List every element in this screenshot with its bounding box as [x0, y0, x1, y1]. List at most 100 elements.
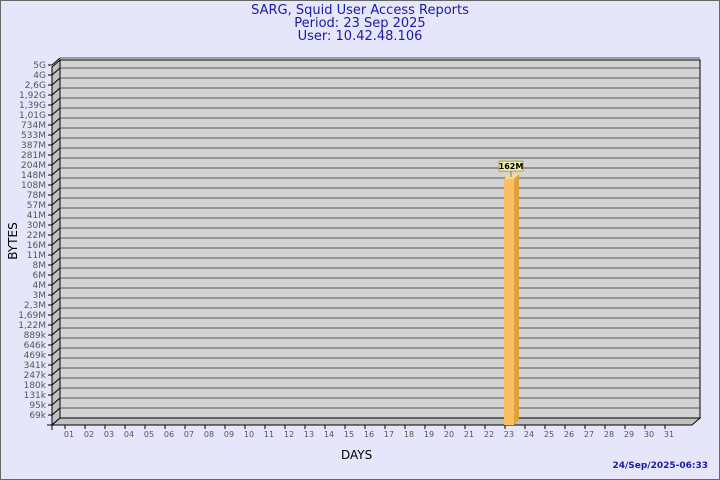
x-tick-label: 15	[344, 430, 354, 439]
y-tick-label: 1,01G	[19, 111, 46, 121]
chart-subtitle-user: User: 10.42.48.106	[297, 29, 423, 44]
y-tick-depth	[51, 177, 61, 186]
y-tick-label: 3M	[33, 291, 47, 301]
y-tick-depth	[51, 107, 61, 116]
y-tick-depth	[51, 77, 61, 86]
y-tick-depth	[51, 97, 61, 106]
y-tick-label: 5G	[33, 61, 46, 71]
x-tick-label: 12	[284, 430, 294, 439]
x-tick-label: 27	[584, 430, 594, 439]
chart-subtitle-period: Period: 23 Sep 2025	[294, 16, 426, 31]
y-tick-depth	[51, 387, 61, 396]
y-tick-depth	[51, 347, 61, 356]
data-label-box	[498, 160, 524, 172]
x-tick-label: 06	[164, 430, 174, 439]
y-tick-label: 57M	[27, 201, 46, 211]
y-tick-label: 6M	[33, 271, 47, 281]
y-tick-depth	[51, 67, 61, 76]
y-tick-depth	[51, 297, 61, 306]
y-tick-label: 131k	[24, 391, 47, 401]
x-tick-label: 04	[124, 430, 134, 439]
y-tick-label: 469k	[24, 351, 47, 361]
y-tick-label: 108M	[21, 181, 46, 191]
y-tick-label: 148M	[21, 171, 46, 181]
generated-timestamp: 24/Sep/2025-06:33	[612, 461, 708, 471]
y-tick-label: 1,22M	[18, 321, 46, 331]
x-tick-label: 17	[384, 430, 394, 439]
y-tick-label: 387M	[21, 141, 46, 151]
y-tick-depth	[51, 207, 61, 216]
y-tick-depth	[51, 117, 61, 126]
y-tick-depth	[51, 87, 61, 96]
y-tick-label: 16M	[27, 241, 46, 251]
y-tick-depth	[51, 267, 61, 276]
x-tick-label: 28	[604, 430, 614, 439]
y-tick-label: 2,6G	[25, 81, 46, 91]
x-tick-label: 05	[144, 430, 154, 439]
x-tick-label: 11	[264, 430, 274, 439]
y-axis-title: BYTES	[6, 222, 20, 260]
y-tick-depth	[51, 357, 61, 366]
x-tick-label: 24	[524, 430, 534, 439]
x-tick-label: 30	[644, 430, 654, 439]
y-tick-depth	[51, 247, 61, 256]
x-tick-label: 19	[424, 430, 434, 439]
y-tick-depth	[51, 167, 61, 176]
y-tick-depth	[51, 137, 61, 146]
y-tick-depth	[51, 327, 61, 336]
y-tick-depth	[51, 277, 61, 286]
y-tick-depth	[51, 377, 61, 386]
x-tick-label: 03	[104, 430, 114, 439]
plot-floor	[50, 417, 702, 426]
x-tick-label: 21	[464, 430, 474, 439]
y-tick-label: 247k	[24, 371, 47, 381]
y-tick-depth	[51, 257, 61, 266]
y-tick-depth	[51, 337, 61, 346]
bar-day-23	[504, 179, 514, 425]
y-tick-depth	[51, 57, 61, 66]
y-tick-label: 1,69M	[18, 311, 46, 321]
x-tick-label: 14	[324, 430, 334, 439]
y-tick-label: 30M	[27, 221, 46, 231]
x-tick-label: 07	[184, 430, 194, 439]
y-tick-label: 533M	[21, 131, 46, 141]
y-tick-label: 78M	[27, 191, 46, 201]
y-tick-depth	[51, 197, 61, 206]
x-tick-label: 18	[404, 430, 414, 439]
y-tick-label: 1,92G	[19, 91, 46, 101]
y-tick-label: 889k	[24, 331, 47, 341]
y-tick-label: 734M	[21, 121, 46, 131]
y-tick-depth	[51, 127, 61, 136]
x-axis-title: DAYS	[341, 448, 373, 462]
y-tick-label: 4M	[33, 281, 47, 291]
x-tick-label: 08	[204, 430, 214, 439]
y-tick-depth	[51, 147, 61, 156]
plot-left-wall	[51, 58, 61, 427]
y-tick-label: 8M	[33, 261, 47, 271]
y-tick-depth	[51, 307, 61, 316]
y-tick-label: 646k	[24, 341, 47, 351]
x-tick-label: 29	[624, 430, 634, 439]
y-tick-depth	[51, 317, 61, 326]
x-tick-label: 22	[484, 430, 494, 439]
y-tick-label: 22M	[27, 231, 46, 241]
x-tick-label: 26	[564, 430, 574, 439]
chart-title: SARG, Squid User Access Reports	[251, 3, 469, 18]
y-tick-label: 41M	[27, 211, 46, 221]
x-tick-label: 16	[364, 430, 374, 439]
y-tick-label: 341k	[24, 361, 47, 371]
x-tick-label: 31	[664, 430, 674, 439]
x-tick-label: 23	[504, 430, 514, 439]
x-tick-label: 02	[84, 430, 94, 439]
y-tick-label: 281M	[21, 151, 46, 161]
y-tick-label: 11M	[27, 251, 46, 261]
y-tick-depth	[51, 187, 61, 196]
y-tick-label: 1,39G	[19, 101, 46, 111]
x-tick-label: 09	[224, 430, 234, 439]
y-tick-depth	[51, 397, 61, 406]
x-tick-label: 25	[544, 430, 554, 439]
y-tick-depth	[51, 367, 61, 376]
y-tick-label: 204M	[21, 161, 46, 171]
x-tick-label: 20	[444, 430, 454, 439]
